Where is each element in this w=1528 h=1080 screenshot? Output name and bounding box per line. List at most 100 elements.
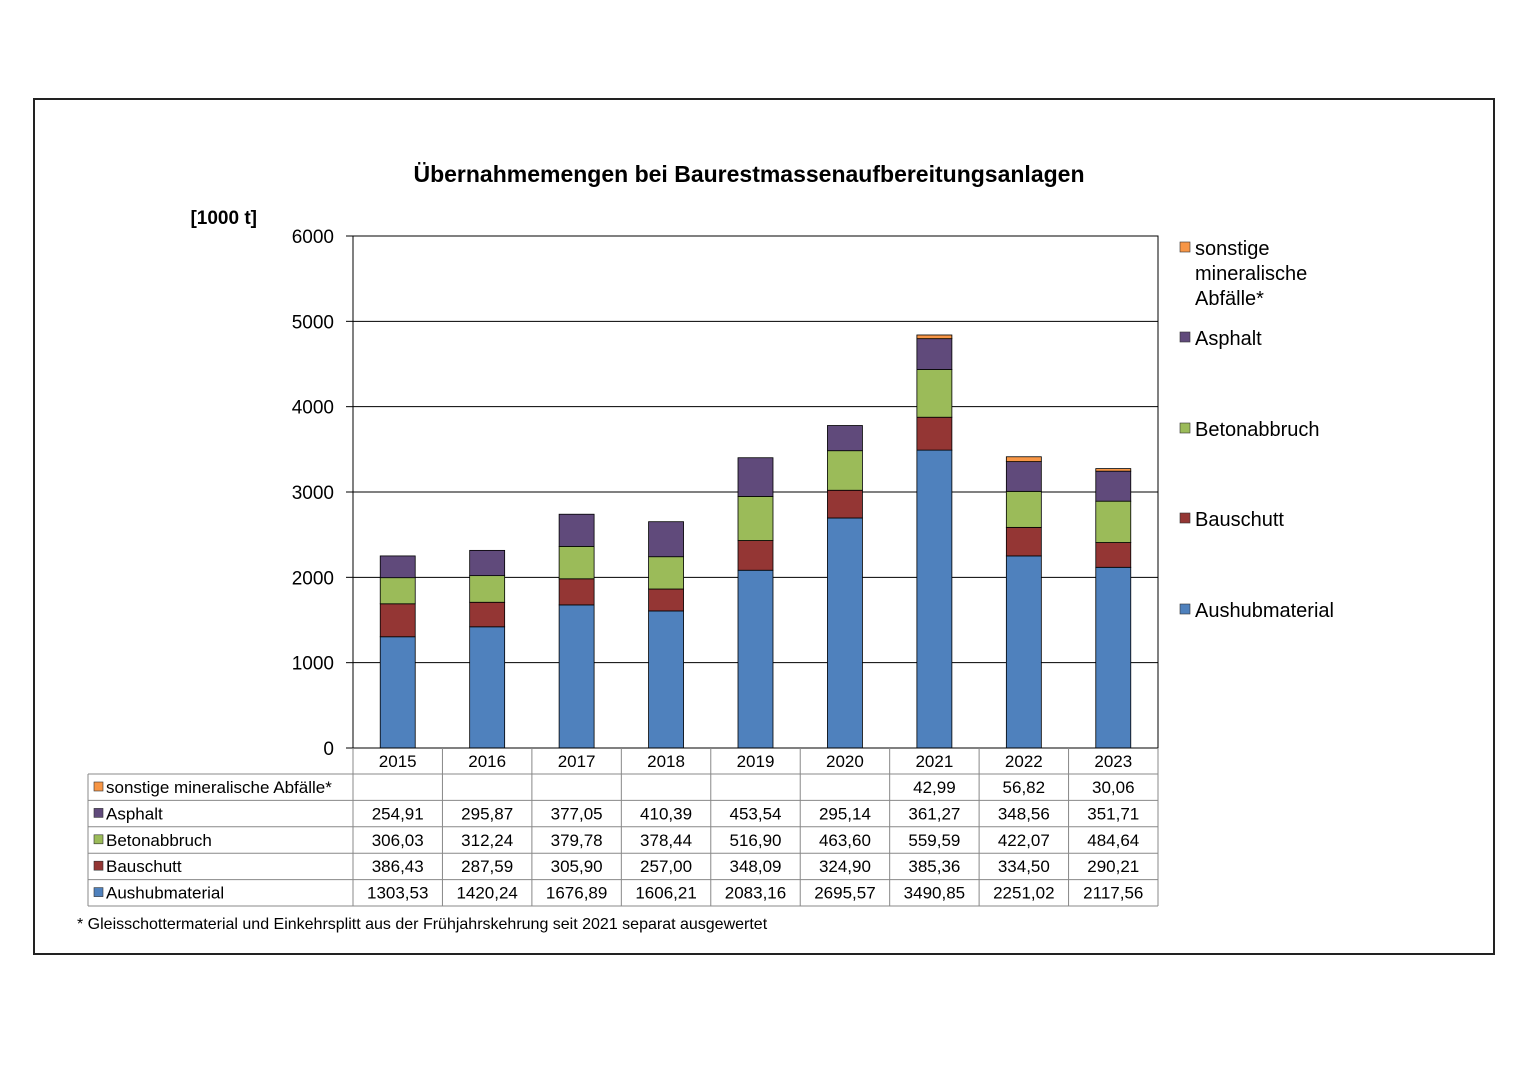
bars xyxy=(379,334,1132,749)
table-key-sonstige-mineralische-abfälle xyxy=(93,781,104,792)
bar-asphalt-2021 xyxy=(916,338,953,370)
table-cell: 254,91 xyxy=(372,804,424,823)
legend-key-aushubmaterial xyxy=(1179,603,1191,615)
data-table: 2015 2016 2017 2018 2019 2020 2021 2022 2023 sons… xyxy=(87,748,1159,907)
bar-betonabbruch-2019 xyxy=(737,496,774,541)
bar-asphalt-2017 xyxy=(558,513,595,547)
table-cell: 351,71 xyxy=(1087,804,1139,823)
bar-sonstige-mineralische-abfälle-2022 xyxy=(1005,456,1042,463)
table-cell: 42,99 xyxy=(913,778,956,797)
table-cell: 1676,89 xyxy=(546,884,607,903)
bar-sonstige-mineralische-abfälle-2021 xyxy=(916,334,953,340)
bar-aushubmaterial-2018 xyxy=(648,610,684,749)
legend-label: Aushubmaterial xyxy=(1195,600,1334,622)
table-cell: 386,43 xyxy=(372,857,424,876)
x-category-label: 2016 xyxy=(468,752,506,771)
bar-bauschutt-2023 xyxy=(1095,542,1132,568)
table-cell: 385,36 xyxy=(908,857,960,876)
bar-asphalt-2015 xyxy=(379,555,416,579)
table-key-bauschutt xyxy=(93,860,104,871)
table-cell: 3490,85 xyxy=(904,884,965,903)
bar-aushubmaterial-2019 xyxy=(737,569,774,749)
bar-aushubmaterial-2021 xyxy=(916,449,953,749)
bar-sonstige-mineralische-abfälle-2023 xyxy=(1095,468,1132,472)
table-cell: 30,06 xyxy=(1092,778,1135,797)
bar-aushubmaterial-2020 xyxy=(827,517,863,749)
bar-bauschutt-2017 xyxy=(558,578,595,606)
plot-area-border xyxy=(352,235,1159,749)
legend-key-sonstige-mineralische-abfälle xyxy=(1179,241,1191,253)
table-row-label: Betonabbruch xyxy=(106,831,212,850)
table-cell: 377,05 xyxy=(551,804,603,823)
y-axis-label: [1000 t] xyxy=(190,208,257,229)
table-cell: 2695,57 xyxy=(814,884,875,903)
table-cell: 2083,16 xyxy=(725,884,786,903)
bar-betonabbruch-2023 xyxy=(1095,500,1132,543)
y-tick-label: 5000 xyxy=(292,312,334,333)
footnote: * Gleisschottermaterial und Einkehrsplit… xyxy=(77,916,768,933)
table-cell: 1420,24 xyxy=(456,884,517,903)
bar-bauschutt-2022 xyxy=(1005,526,1042,557)
table-cell: 295,14 xyxy=(819,804,871,823)
x-category-label: 2019 xyxy=(737,752,775,771)
bar-betonabbruch-2018 xyxy=(648,556,684,590)
table-row-label: sonstige mineralische Abfälle* xyxy=(106,778,332,797)
table-cell: 334,50 xyxy=(998,857,1050,876)
table-cell: 379,78 xyxy=(551,831,603,850)
bar-aushubmaterial-2023 xyxy=(1095,566,1132,749)
bar-asphalt-2023 xyxy=(1095,470,1132,502)
x-category-label: 2022 xyxy=(1005,752,1043,771)
table-cell: 516,90 xyxy=(730,831,782,850)
table-row-label: Bauschutt xyxy=(106,857,182,876)
bar-bauschutt-2019 xyxy=(737,540,774,571)
bar-betonabbruch-2021 xyxy=(916,369,953,418)
bar-aushubmaterial-2015 xyxy=(379,636,416,749)
legend-label: Abfälle* xyxy=(1195,288,1264,310)
x-category-label: 2020 xyxy=(826,752,864,771)
table-cell: 295,87 xyxy=(461,804,513,823)
table-key-asphalt xyxy=(93,808,104,818)
y-tick-label: 3000 xyxy=(292,483,334,504)
legend-label: sonstige xyxy=(1195,238,1270,260)
table-cell: 324,90 xyxy=(819,857,871,876)
legend-key-bauschutt xyxy=(1179,512,1191,524)
bar-bauschutt-2021 xyxy=(916,416,953,451)
x-category-label: 2018 xyxy=(647,752,685,771)
legend-label: Betonabbruch xyxy=(1195,419,1320,441)
bar-asphalt-2019 xyxy=(737,457,774,497)
x-category-label: 2017 xyxy=(558,752,596,771)
table-cell: 306,03 xyxy=(372,831,424,850)
table-cell: 290,21 xyxy=(1087,857,1139,876)
bar-aushubmaterial-2017 xyxy=(558,604,595,749)
table-key-betonabbruch xyxy=(93,834,104,845)
table-row-label: Asphalt xyxy=(106,804,163,823)
table-cell: 348,09 xyxy=(730,857,782,876)
y-tick-label: 4000 xyxy=(292,398,334,419)
table-cell: 463,60 xyxy=(819,831,871,850)
chart-frame xyxy=(33,98,1495,955)
table-row-label: Aushubmaterial xyxy=(106,884,224,903)
legend-label: Bauschutt xyxy=(1195,509,1284,531)
table-cell: 422,07 xyxy=(998,831,1050,850)
legend: sonstige mineralische Abfälle* Asphalt Beton… xyxy=(1179,238,1334,622)
x-category-label: 2015 xyxy=(379,752,417,771)
table-cell: 287,59 xyxy=(461,857,513,876)
bar-betonabbruch-2016 xyxy=(469,575,506,603)
legend-key-asphalt xyxy=(1179,331,1191,343)
bar-asphalt-2020 xyxy=(827,425,863,452)
bar-asphalt-2022 xyxy=(1005,461,1042,492)
table-cell: 2251,02 xyxy=(993,884,1054,903)
bar-aushubmaterial-2022 xyxy=(1005,555,1042,749)
table-cell: 348,56 xyxy=(998,804,1050,823)
y-tick-label: 2000 xyxy=(292,568,334,589)
table-cell: 2117,56 xyxy=(1083,884,1143,903)
bar-betonabbruch-2020 xyxy=(827,450,863,491)
bar-betonabbruch-2017 xyxy=(558,545,595,580)
y-tick-label: 6000 xyxy=(292,227,334,248)
axes: 0 1000 2000 3000 4000 5000 6000 xyxy=(292,227,1159,760)
table-cell: 257,00 xyxy=(640,857,692,876)
table-cell: 1303,53 xyxy=(367,884,428,903)
table-cell: 484,64 xyxy=(1087,831,1139,850)
table-cell: 378,44 xyxy=(640,831,692,850)
